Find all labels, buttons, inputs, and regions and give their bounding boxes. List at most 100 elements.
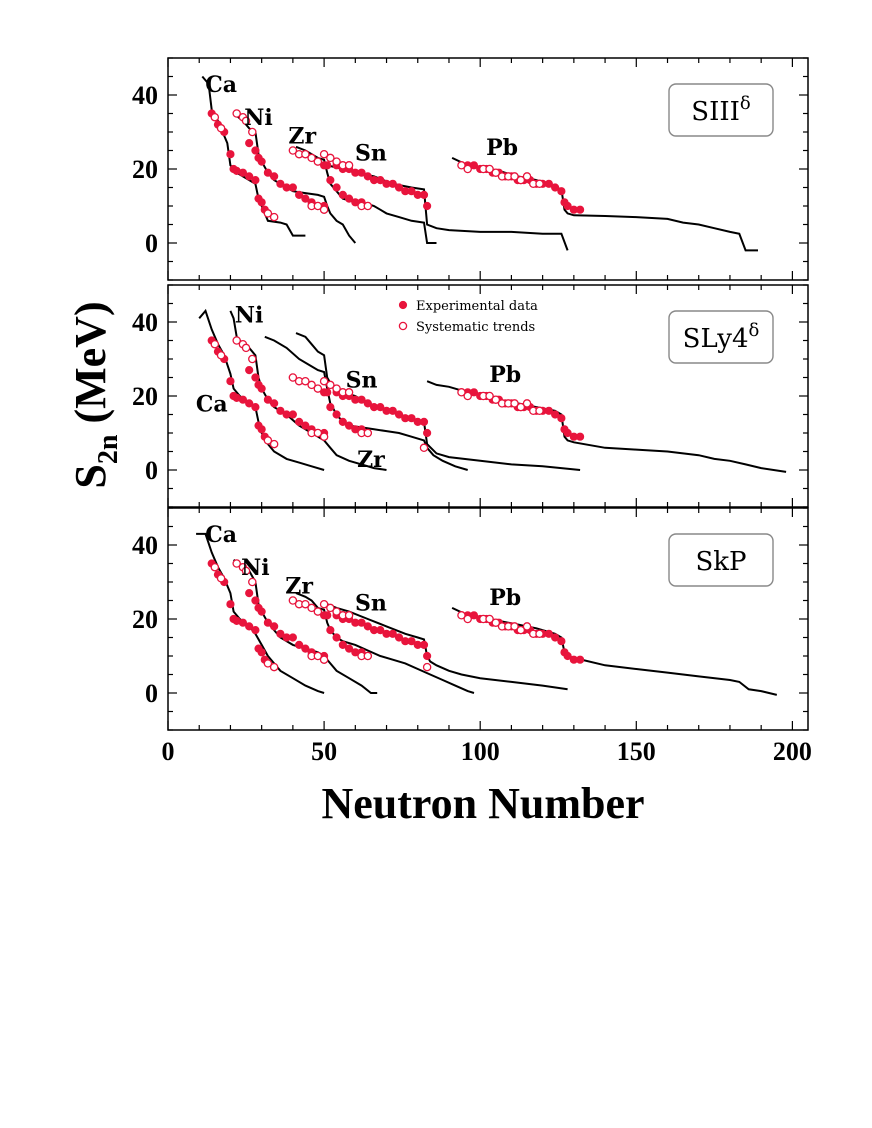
experimental-point bbox=[344, 644, 354, 653]
experimental-point bbox=[326, 403, 335, 412]
panel-sly4: 0 20 40 Ni Sn Pb Ca Zr SLy4δ Experimental data Sys… bbox=[132, 284, 809, 508]
experimental-point bbox=[551, 633, 560, 642]
systematic-point bbox=[516, 175, 526, 185]
experimental-point bbox=[575, 432, 585, 441]
experimental-point bbox=[238, 395, 248, 404]
systematic-point bbox=[332, 157, 341, 166]
systematic-point bbox=[313, 607, 323, 616]
experimental-point bbox=[423, 201, 432, 211]
experimental-point bbox=[276, 406, 285, 415]
experimental-point bbox=[276, 179, 285, 188]
systematic-point bbox=[510, 622, 519, 631]
systematic-point bbox=[522, 172, 532, 181]
systematic-point bbox=[301, 376, 310, 386]
systematic-point bbox=[263, 436, 273, 445]
experimental-point bbox=[575, 205, 585, 214]
experimental-point bbox=[544, 406, 553, 415]
experimental-point bbox=[469, 161, 479, 170]
x-tick-label: 50 bbox=[311, 737, 337, 766]
experimental-point bbox=[376, 626, 385, 635]
experimental-point bbox=[423, 428, 432, 438]
model-name-main: SLy4 bbox=[683, 324, 749, 354]
experimental-point bbox=[388, 406, 397, 415]
systematic-point bbox=[313, 201, 323, 211]
experimental-point bbox=[238, 618, 248, 627]
experimental-point bbox=[245, 589, 254, 598]
experimental-point bbox=[226, 150, 235, 159]
systematic-point bbox=[535, 629, 544, 639]
systematic-point bbox=[248, 577, 257, 587]
experimental-point bbox=[226, 377, 235, 386]
element-label-pb: Pb bbox=[489, 585, 521, 611]
experimental-point bbox=[301, 644, 310, 653]
experimental-point bbox=[288, 410, 297, 419]
systematic-point bbox=[332, 384, 341, 393]
systematic-point bbox=[313, 428, 323, 438]
systematic-point bbox=[363, 201, 373, 211]
experimental-point bbox=[357, 618, 366, 627]
element-label-zr: Zr bbox=[357, 447, 385, 473]
systematic-point bbox=[307, 380, 316, 390]
y-axis-label-unit: (MeV) bbox=[66, 301, 115, 434]
systematic-point bbox=[307, 603, 316, 613]
systematic-point bbox=[363, 651, 373, 661]
experimental-point bbox=[563, 651, 572, 661]
experimental-point bbox=[394, 410, 404, 419]
experimental-point bbox=[363, 622, 372, 631]
systematic-point bbox=[510, 399, 519, 408]
element-label-ni: Ni bbox=[235, 303, 263, 329]
panel-siii: 0 20 40 Ca Ni Zr Sn Pb SIIIδ bbox=[132, 57, 809, 281]
element-label-ca: Ca bbox=[196, 391, 228, 417]
systematic-point bbox=[241, 566, 251, 576]
experimental-point bbox=[394, 183, 404, 192]
systematic-point bbox=[457, 388, 466, 397]
experimental-point bbox=[270, 622, 279, 631]
experimental-point bbox=[257, 607, 266, 616]
systematic-point bbox=[319, 655, 329, 664]
model-name-main: SIII bbox=[691, 97, 740, 127]
experimental-point bbox=[323, 611, 332, 620]
systematic-point bbox=[269, 662, 279, 672]
y-tick-label: 0 bbox=[145, 456, 158, 485]
systematic-point bbox=[216, 574, 226, 583]
systematic-point bbox=[463, 391, 472, 401]
experimental-point bbox=[226, 600, 235, 609]
experimental-point bbox=[323, 388, 332, 397]
systematic-point bbox=[232, 336, 241, 345]
experimental-point bbox=[245, 622, 254, 631]
experimental-point bbox=[563, 428, 572, 438]
experimental-point bbox=[557, 414, 566, 423]
systematic-point bbox=[263, 659, 273, 668]
experimental-point bbox=[251, 626, 260, 635]
systematic-point bbox=[288, 146, 298, 155]
systematic-point bbox=[210, 112, 220, 122]
experimental-point bbox=[263, 618, 273, 627]
experimental-point bbox=[257, 384, 266, 393]
experimental-point bbox=[245, 366, 254, 375]
x-tick-label: 200 bbox=[773, 737, 812, 766]
experimental-point bbox=[245, 172, 254, 181]
systematic-point bbox=[319, 376, 329, 386]
systematic-point bbox=[485, 614, 494, 624]
experimental-point bbox=[544, 629, 553, 638]
systematic-point bbox=[510, 172, 519, 181]
experimental-point bbox=[332, 633, 341, 642]
systematic-point bbox=[216, 351, 226, 360]
experimental-point bbox=[332, 410, 341, 419]
experimental-point bbox=[276, 629, 285, 638]
systematic-point bbox=[301, 599, 310, 609]
y-axis-label-group: S2n (MeV) bbox=[66, 301, 124, 488]
experimental-point bbox=[238, 168, 248, 177]
experimental-point bbox=[344, 421, 354, 430]
experimental-point bbox=[563, 201, 572, 211]
systematic-point bbox=[269, 439, 279, 449]
y-tick-label: 0 bbox=[145, 679, 158, 708]
experimental-point bbox=[257, 198, 266, 207]
experimental-point bbox=[575, 655, 585, 664]
systematic-point bbox=[210, 562, 220, 572]
experimental-point bbox=[344, 194, 354, 203]
systematic-point bbox=[491, 168, 501, 177]
element-label-ni: Ni bbox=[241, 555, 269, 581]
